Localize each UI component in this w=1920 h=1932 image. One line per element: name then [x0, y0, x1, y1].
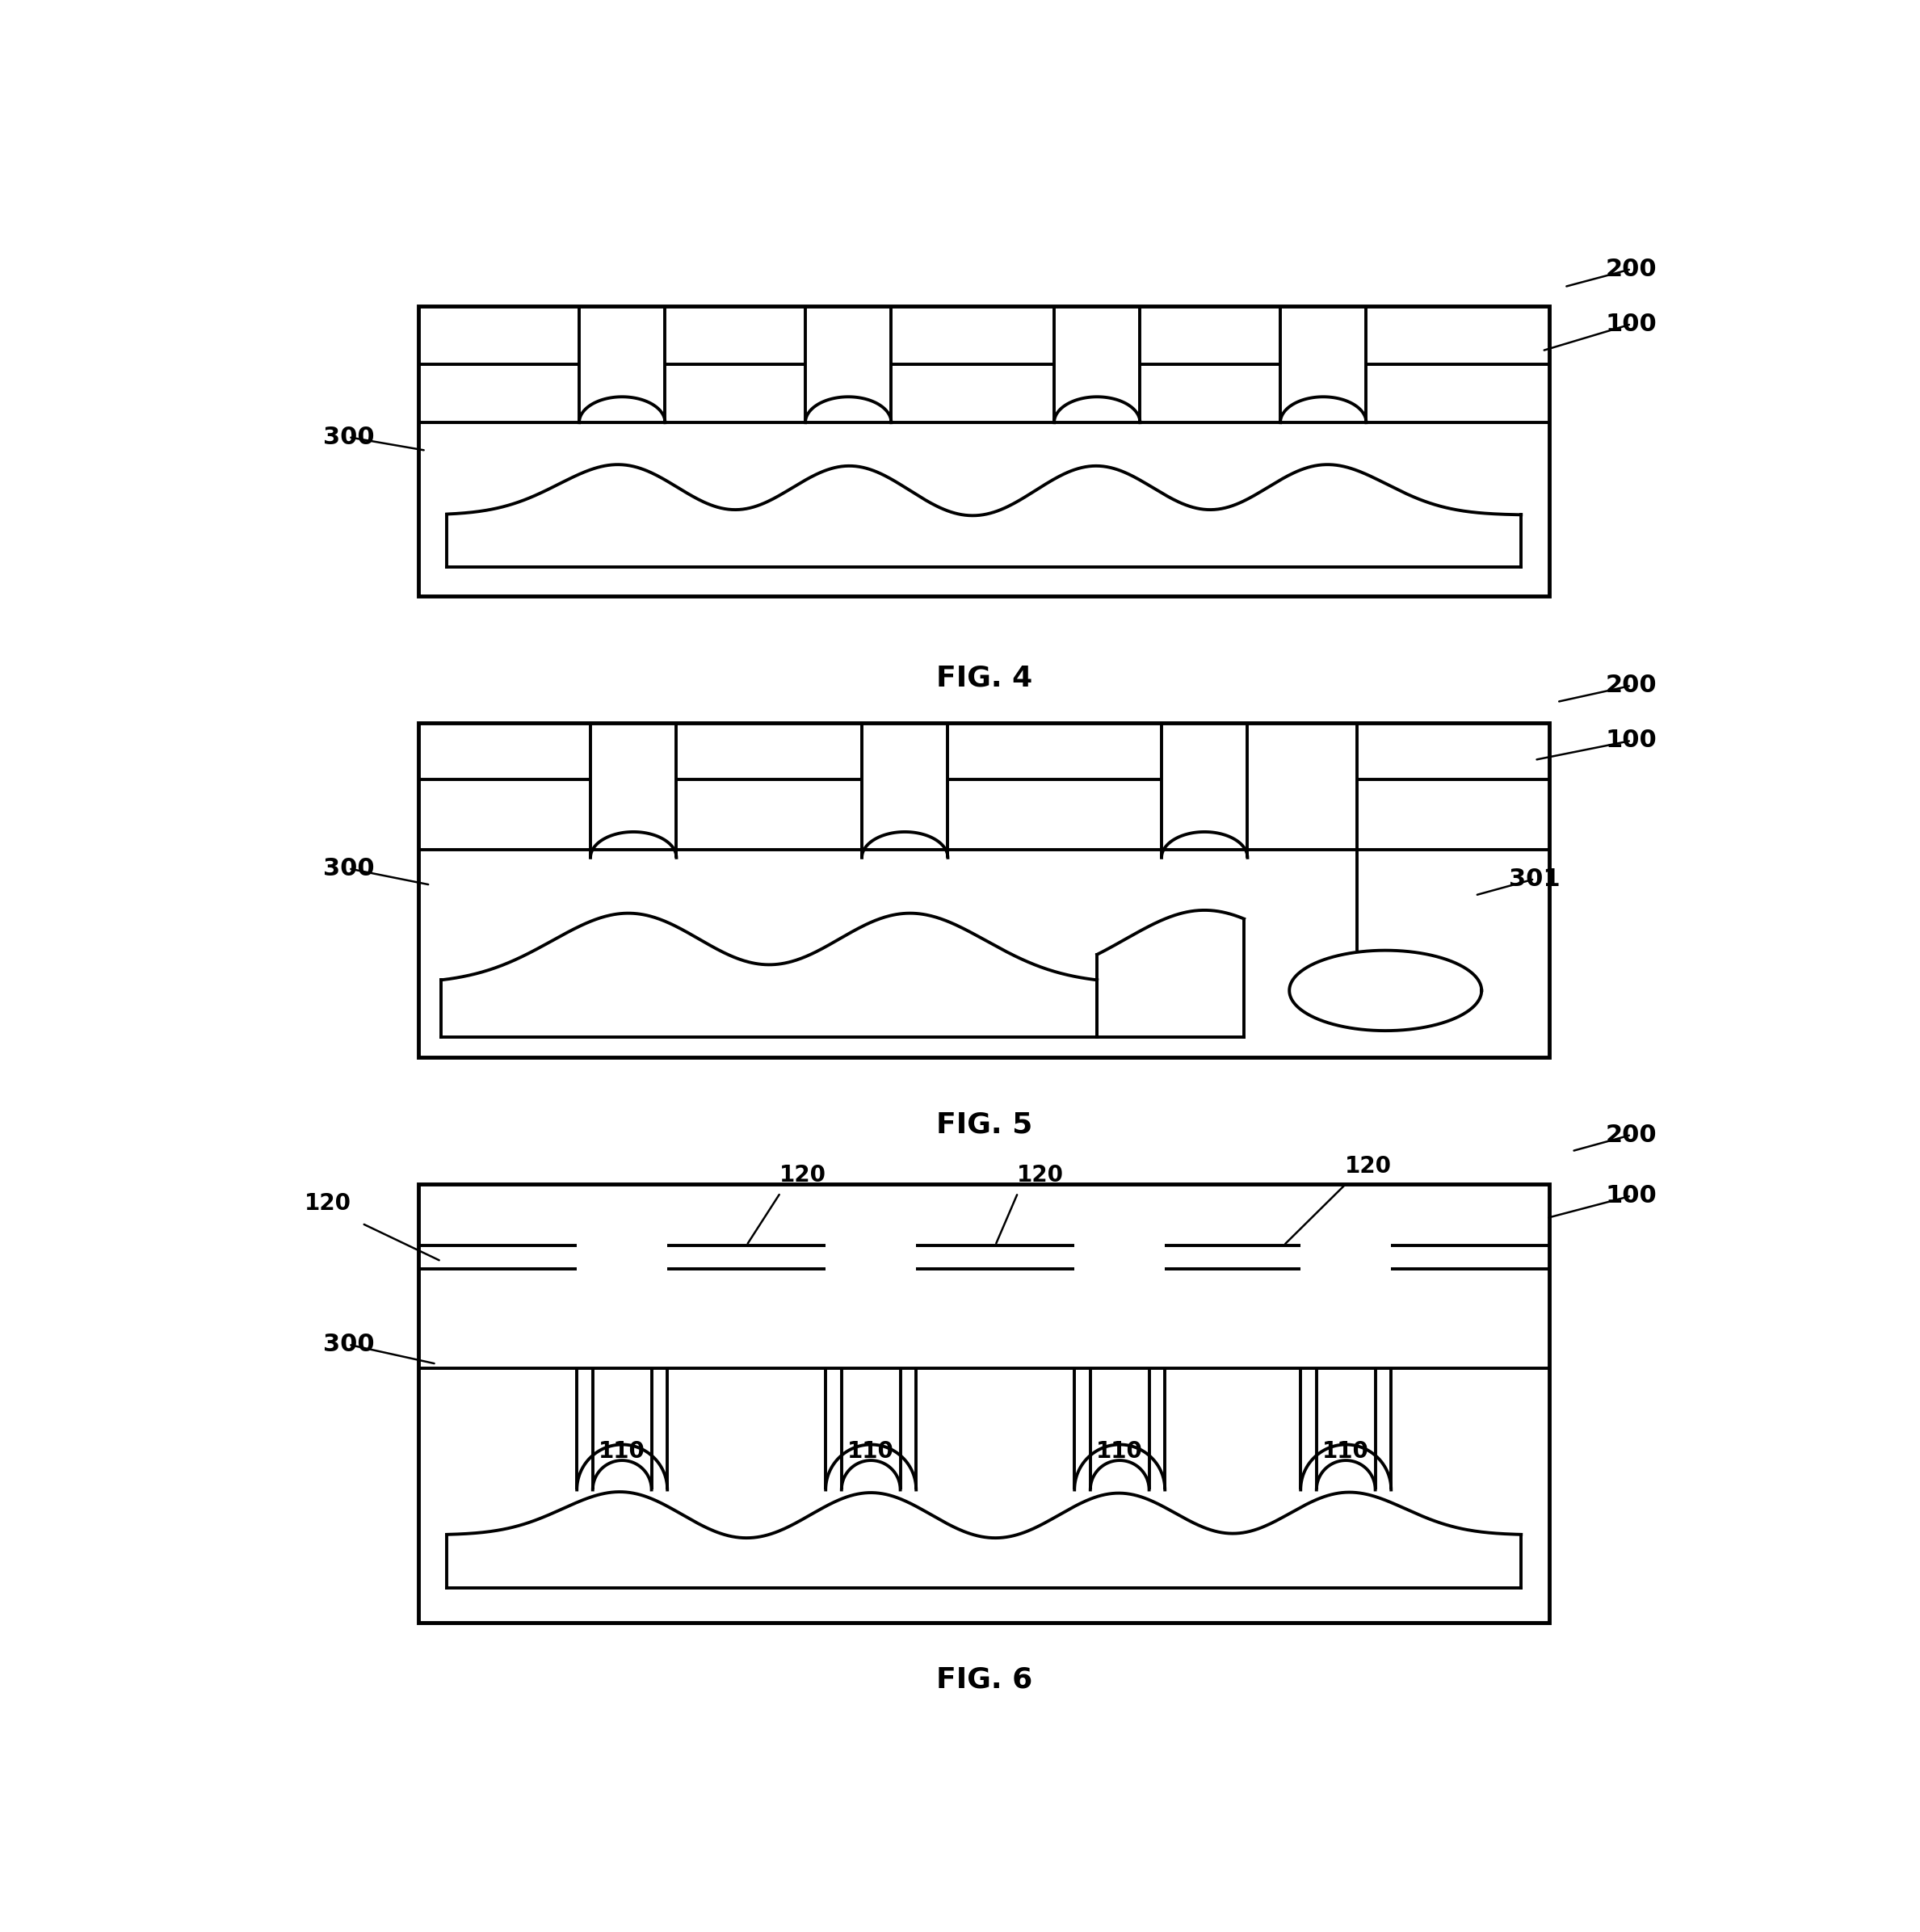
Text: FIG. 6: FIG. 6	[935, 1665, 1033, 1692]
Bar	[419, 723, 1549, 1057]
Text: 200: 200	[1605, 1122, 1657, 1146]
Text: 301: 301	[1509, 867, 1561, 891]
Text: 100: 100	[1605, 313, 1657, 336]
Text: 110: 110	[1323, 1441, 1369, 1463]
Text: FIG. 5: FIG. 5	[935, 1111, 1033, 1138]
Text: 300: 300	[323, 1333, 374, 1356]
Text: 110: 110	[1096, 1441, 1142, 1463]
Text: 300: 300	[323, 425, 374, 448]
Bar	[419, 307, 1549, 597]
Text: 200: 200	[1605, 674, 1657, 697]
Text: 110: 110	[847, 1441, 895, 1463]
Bar	[419, 1184, 1549, 1623]
Text: 110: 110	[599, 1441, 645, 1463]
Text: FIG. 4: FIG. 4	[935, 665, 1033, 692]
Text: 120: 120	[780, 1163, 826, 1186]
Text: 100: 100	[1605, 728, 1657, 752]
Text: 120: 120	[1346, 1155, 1392, 1177]
Text: 120: 120	[305, 1192, 351, 1215]
Text: 100: 100	[1605, 1184, 1657, 1208]
Text: 200: 200	[1605, 257, 1657, 280]
Text: 300: 300	[323, 856, 374, 881]
Text: 120: 120	[1018, 1163, 1064, 1186]
